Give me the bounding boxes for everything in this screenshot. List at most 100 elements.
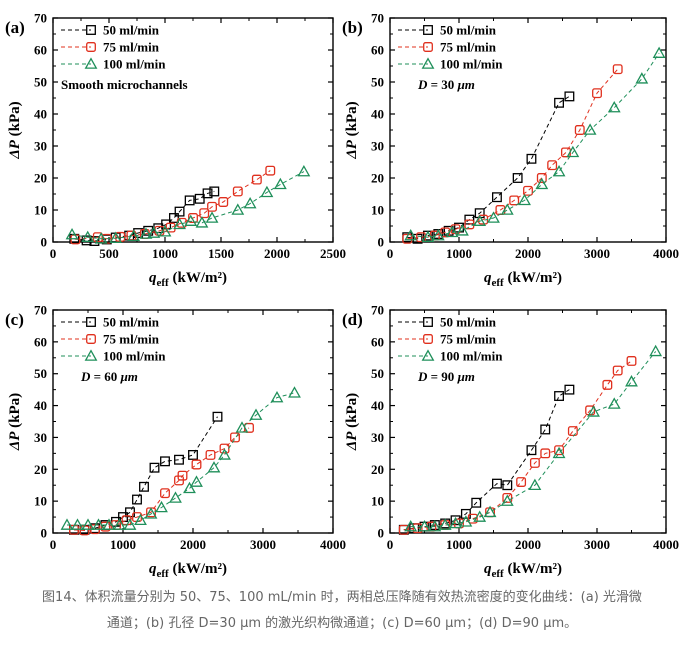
legend-marker [423, 334, 433, 344]
y-tick-label: 50 [34, 366, 47, 381]
data-point [450, 515, 461, 526]
legend-label: 100 ml/min [440, 57, 503, 72]
y-tick-label: 70 [371, 11, 384, 26]
data-point [536, 173, 547, 183]
data-point [540, 424, 551, 435]
y-tick-label: 20 [371, 171, 384, 186]
series-line [410, 52, 660, 238]
data-point [205, 211, 219, 223]
y-tick-label: 10 [371, 494, 384, 509]
data-point [626, 356, 637, 366]
panel-label: (b) [342, 18, 363, 37]
data-point [92, 518, 105, 530]
data-point [635, 72, 649, 84]
x-axis-label: qeff (kW/m²) [484, 561, 562, 580]
x-tick-label: 0 [387, 537, 394, 552]
chart-panel-b: 0 1000 2000 3000 4000 0 10 20 30 40 50 60 70 qeff (kW… [342, 11, 679, 290]
figure-caption: 图14、体积流量分别为 50、75、100 mL/min 时，两相总压降随有效热… [0, 585, 684, 637]
data-point [123, 518, 137, 530]
data-point [199, 208, 210, 219]
data-point [113, 518, 126, 530]
data-point [585, 405, 596, 416]
x-tick-label: 4000 [653, 246, 679, 261]
data-point [554, 445, 565, 456]
series-line [75, 170, 271, 240]
data-point [418, 520, 431, 532]
data-point [109, 231, 123, 243]
panel-annotation: D = 90 μm [417, 369, 475, 384]
data-point [561, 147, 571, 158]
data-point [207, 201, 217, 212]
y-axis-label: ΔP (kPa) [7, 393, 23, 451]
caption-line-2: 通道；(b) 孔径 D=30 μm 的激光织构微通道；(c) D=60 μm；(… [106, 616, 578, 631]
y-tick-label: 30 [34, 430, 47, 445]
data-point [232, 186, 243, 197]
legend-marker [421, 349, 435, 361]
data-point [174, 206, 185, 217]
data-point [160, 488, 170, 499]
data-point [473, 510, 487, 522]
y-tick-label: 20 [34, 171, 47, 186]
data-point [487, 211, 500, 223]
data-point [155, 500, 168, 513]
y-axis-label: ΔP (kPa) [7, 101, 23, 159]
data-point [554, 391, 565, 401]
x-tick-label: 0 [50, 246, 57, 261]
data-point [607, 100, 621, 113]
data-point [526, 445, 537, 456]
y-tick-label: 70 [34, 11, 47, 26]
y-tick-label: 60 [34, 334, 47, 349]
data-point [612, 365, 623, 376]
data-point [249, 408, 263, 420]
data-point [230, 432, 240, 443]
data-point [60, 518, 74, 530]
data-point [202, 188, 213, 199]
data-point [188, 213, 198, 223]
data-point [516, 477, 527, 487]
data-point [212, 411, 223, 422]
x-axis-label: qeff (kW/m²) [484, 270, 562, 289]
caption-line-1: 图14、体积流量分别为 50、75、100 mL/min 时，两相总压降随有效热… [42, 590, 642, 605]
y-tick-label: 20 [371, 462, 384, 477]
data-point [483, 505, 497, 518]
chart-panel-c: 0 1000 2000 3000 4000 0 10 20 30 40 50 60 70 qeff (kW… [5, 303, 346, 581]
data-point [625, 375, 638, 387]
data-point [144, 507, 158, 519]
y-tick-label: 60 [34, 43, 47, 58]
data-point [587, 405, 600, 417]
x-tick-label: 3000 [584, 537, 610, 552]
y-tick-label: 20 [34, 462, 47, 477]
legend-label: 100 ml/min [103, 349, 166, 364]
data-point [81, 230, 95, 242]
y-tick-label: 0 [378, 235, 385, 250]
data-point [265, 165, 276, 176]
series-100-ml-min [404, 344, 663, 532]
x-tick-label: 500 [99, 246, 119, 261]
legend-label: 100 ml/min [440, 349, 503, 364]
data-point [523, 185, 533, 196]
series-50-ml-min [69, 186, 220, 246]
panel-label: (d) [342, 310, 363, 329]
legend: 50 ml/min 75 ml/min 100 ml/min [61, 315, 166, 364]
data-point [652, 46, 666, 58]
panel-annotation: D = 30 μm [417, 77, 475, 92]
data-point [540, 448, 551, 459]
data-point [459, 515, 473, 527]
data-point [456, 224, 469, 236]
y-tick-label: 10 [34, 494, 47, 509]
data-point [177, 470, 188, 481]
data-point [438, 518, 452, 530]
data-point [191, 459, 202, 470]
panel-label: (a) [5, 18, 25, 37]
y-tick-label: 60 [371, 334, 384, 349]
x-axis-label: qeff (kW/m²) [149, 561, 227, 580]
legend-label: 50 ml/min [440, 23, 497, 38]
panel-annotation: D = 60 μm [80, 369, 138, 384]
y-tick-label: 40 [371, 107, 384, 122]
series-line [403, 360, 632, 531]
data-point [431, 228, 445, 241]
x-tick-label: 1000 [446, 537, 472, 552]
data-point [518, 193, 531, 206]
x-tick-label: 3000 [250, 537, 276, 552]
data-point [602, 379, 613, 390]
